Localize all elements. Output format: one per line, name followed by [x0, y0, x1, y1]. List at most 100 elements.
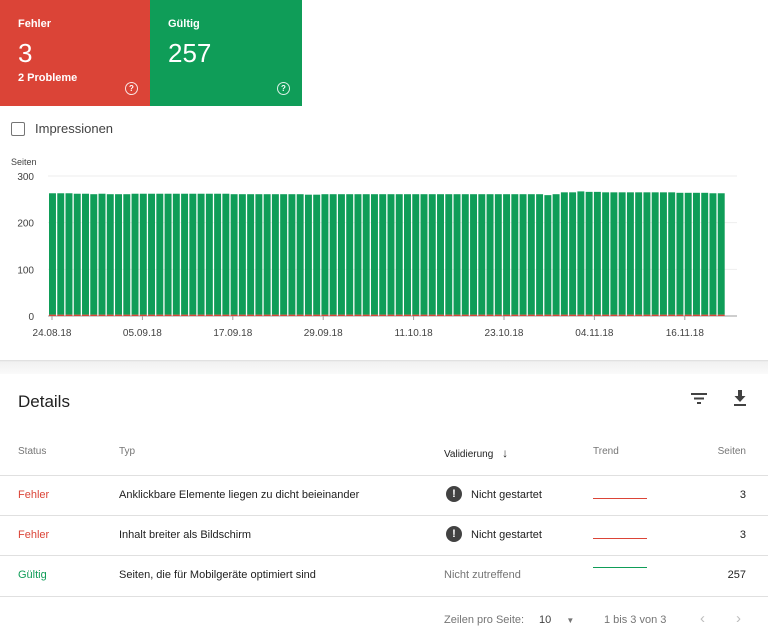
valid-bar[interactable]	[560, 192, 568, 315]
error-bar[interactable]	[255, 314, 263, 316]
error-bar[interactable]	[610, 314, 618, 316]
valid-bar[interactable]	[651, 192, 659, 315]
error-bar[interactable]	[717, 314, 725, 316]
error-bar[interactable]	[585, 314, 593, 316]
impressions-checkbox[interactable]	[11, 121, 25, 136]
table-row[interactable]: Gültig Seiten, die für Mobilgeräte optim…	[0, 555, 768, 597]
error-bar[interactable]	[701, 314, 709, 316]
valid-bar[interactable]	[370, 194, 378, 315]
error-bar[interactable]	[577, 314, 585, 316]
error-card[interactable]: Fehler 3 2 Probleme ?	[0, 0, 150, 106]
valid-bar[interactable]	[503, 194, 511, 315]
error-bar[interactable]	[668, 314, 676, 316]
error-bar[interactable]	[139, 314, 147, 316]
error-bar[interactable]	[222, 314, 230, 316]
error-bar[interactable]	[98, 314, 106, 316]
valid-bar[interactable]	[610, 192, 618, 315]
valid-bar[interactable]	[569, 192, 577, 315]
next-page-icon[interactable]: ›	[736, 610, 741, 627]
error-bar[interactable]	[156, 314, 164, 316]
error-bar[interactable]	[164, 314, 172, 316]
error-bar[interactable]	[544, 314, 552, 316]
error-bar[interactable]	[304, 314, 312, 316]
error-bar[interactable]	[247, 314, 255, 316]
valid-bar[interactable]	[354, 194, 362, 315]
download-icon[interactable]	[730, 388, 750, 408]
error-bar[interactable]	[148, 314, 156, 316]
valid-bar[interactable]	[90, 194, 98, 315]
valid-bar[interactable]	[602, 192, 610, 315]
valid-bar[interactable]	[717, 193, 725, 315]
error-bar[interactable]	[370, 314, 378, 316]
error-bar[interactable]	[82, 314, 89, 316]
valid-bar[interactable]	[271, 194, 279, 315]
filter-icon[interactable]	[689, 388, 709, 408]
error-bar[interactable]	[684, 314, 692, 316]
error-bar[interactable]	[486, 314, 494, 316]
valid-bar[interactable]	[205, 193, 213, 315]
error-bar[interactable]	[453, 314, 461, 316]
error-bar[interactable]	[205, 314, 213, 316]
valid-bar[interactable]	[181, 193, 189, 315]
valid-bar[interactable]	[453, 194, 461, 315]
valid-card[interactable]: Gültig 257 ?	[150, 0, 302, 106]
valid-bar[interactable]	[329, 194, 337, 315]
valid-bar[interactable]	[156, 193, 164, 315]
error-bar[interactable]	[593, 314, 601, 316]
error-bar[interactable]	[552, 314, 560, 316]
valid-bar[interactable]	[57, 193, 65, 315]
valid-bar[interactable]	[115, 194, 123, 315]
valid-bar[interactable]	[420, 194, 428, 315]
error-bar[interactable]	[395, 314, 403, 316]
error-bar[interactable]	[478, 314, 486, 316]
error-bar[interactable]	[618, 314, 626, 316]
valid-bar[interactable]	[552, 194, 560, 315]
error-bar[interactable]	[214, 314, 222, 316]
valid-bar[interactable]	[296, 194, 304, 315]
error-bar[interactable]	[420, 314, 428, 316]
error-bar[interactable]	[527, 314, 535, 316]
error-bar[interactable]	[189, 314, 197, 316]
valid-bar[interactable]	[635, 192, 643, 315]
error-bar[interactable]	[238, 314, 246, 316]
error-bar[interactable]	[445, 314, 453, 316]
error-bar[interactable]	[676, 314, 684, 316]
column-type[interactable]: Typ	[119, 446, 136, 457]
error-bar[interactable]	[181, 314, 189, 316]
error-bar[interactable]	[519, 314, 527, 316]
error-bar[interactable]	[536, 314, 544, 316]
valid-bar[interactable]	[701, 192, 709, 315]
error-bar[interactable]	[337, 314, 345, 316]
valid-bar[interactable]	[577, 191, 585, 315]
error-bar[interactable]	[560, 314, 568, 316]
valid-bar[interactable]	[511, 194, 519, 315]
column-validation[interactable]: Validierung ↓	[444, 446, 508, 460]
error-bar[interactable]	[354, 314, 362, 316]
valid-bar[interactable]	[618, 192, 626, 315]
valid-bar[interactable]	[437, 194, 444, 315]
valid-bar[interactable]	[346, 194, 354, 315]
valid-bar[interactable]	[536, 194, 544, 315]
valid-bar[interactable]	[379, 194, 387, 315]
error-bar[interactable]	[503, 314, 511, 316]
error-bar[interactable]	[659, 314, 667, 316]
error-bar[interactable]	[709, 314, 717, 316]
valid-bar[interactable]	[263, 194, 271, 315]
valid-bar[interactable]	[172, 193, 180, 315]
error-bar[interactable]	[172, 314, 180, 316]
error-bar[interactable]	[288, 314, 296, 316]
table-row[interactable]: Fehler Anklickbare Elemente liegen zu di…	[0, 475, 768, 516]
error-bar[interactable]	[321, 314, 329, 316]
valid-bar[interactable]	[337, 194, 345, 315]
valid-bar[interactable]	[494, 194, 502, 315]
valid-bar[interactable]	[445, 194, 453, 315]
error-bar[interactable]	[329, 314, 337, 316]
valid-bar[interactable]	[428, 194, 436, 315]
valid-bar[interactable]	[222, 193, 230, 315]
error-bar[interactable]	[313, 314, 321, 316]
valid-bar[interactable]	[527, 194, 535, 315]
error-bar[interactable]	[271, 314, 279, 316]
error-bar[interactable]	[90, 314, 98, 316]
error-bar[interactable]	[280, 314, 288, 316]
rows-per-page-select[interactable]: 10 ▼	[539, 614, 574, 626]
